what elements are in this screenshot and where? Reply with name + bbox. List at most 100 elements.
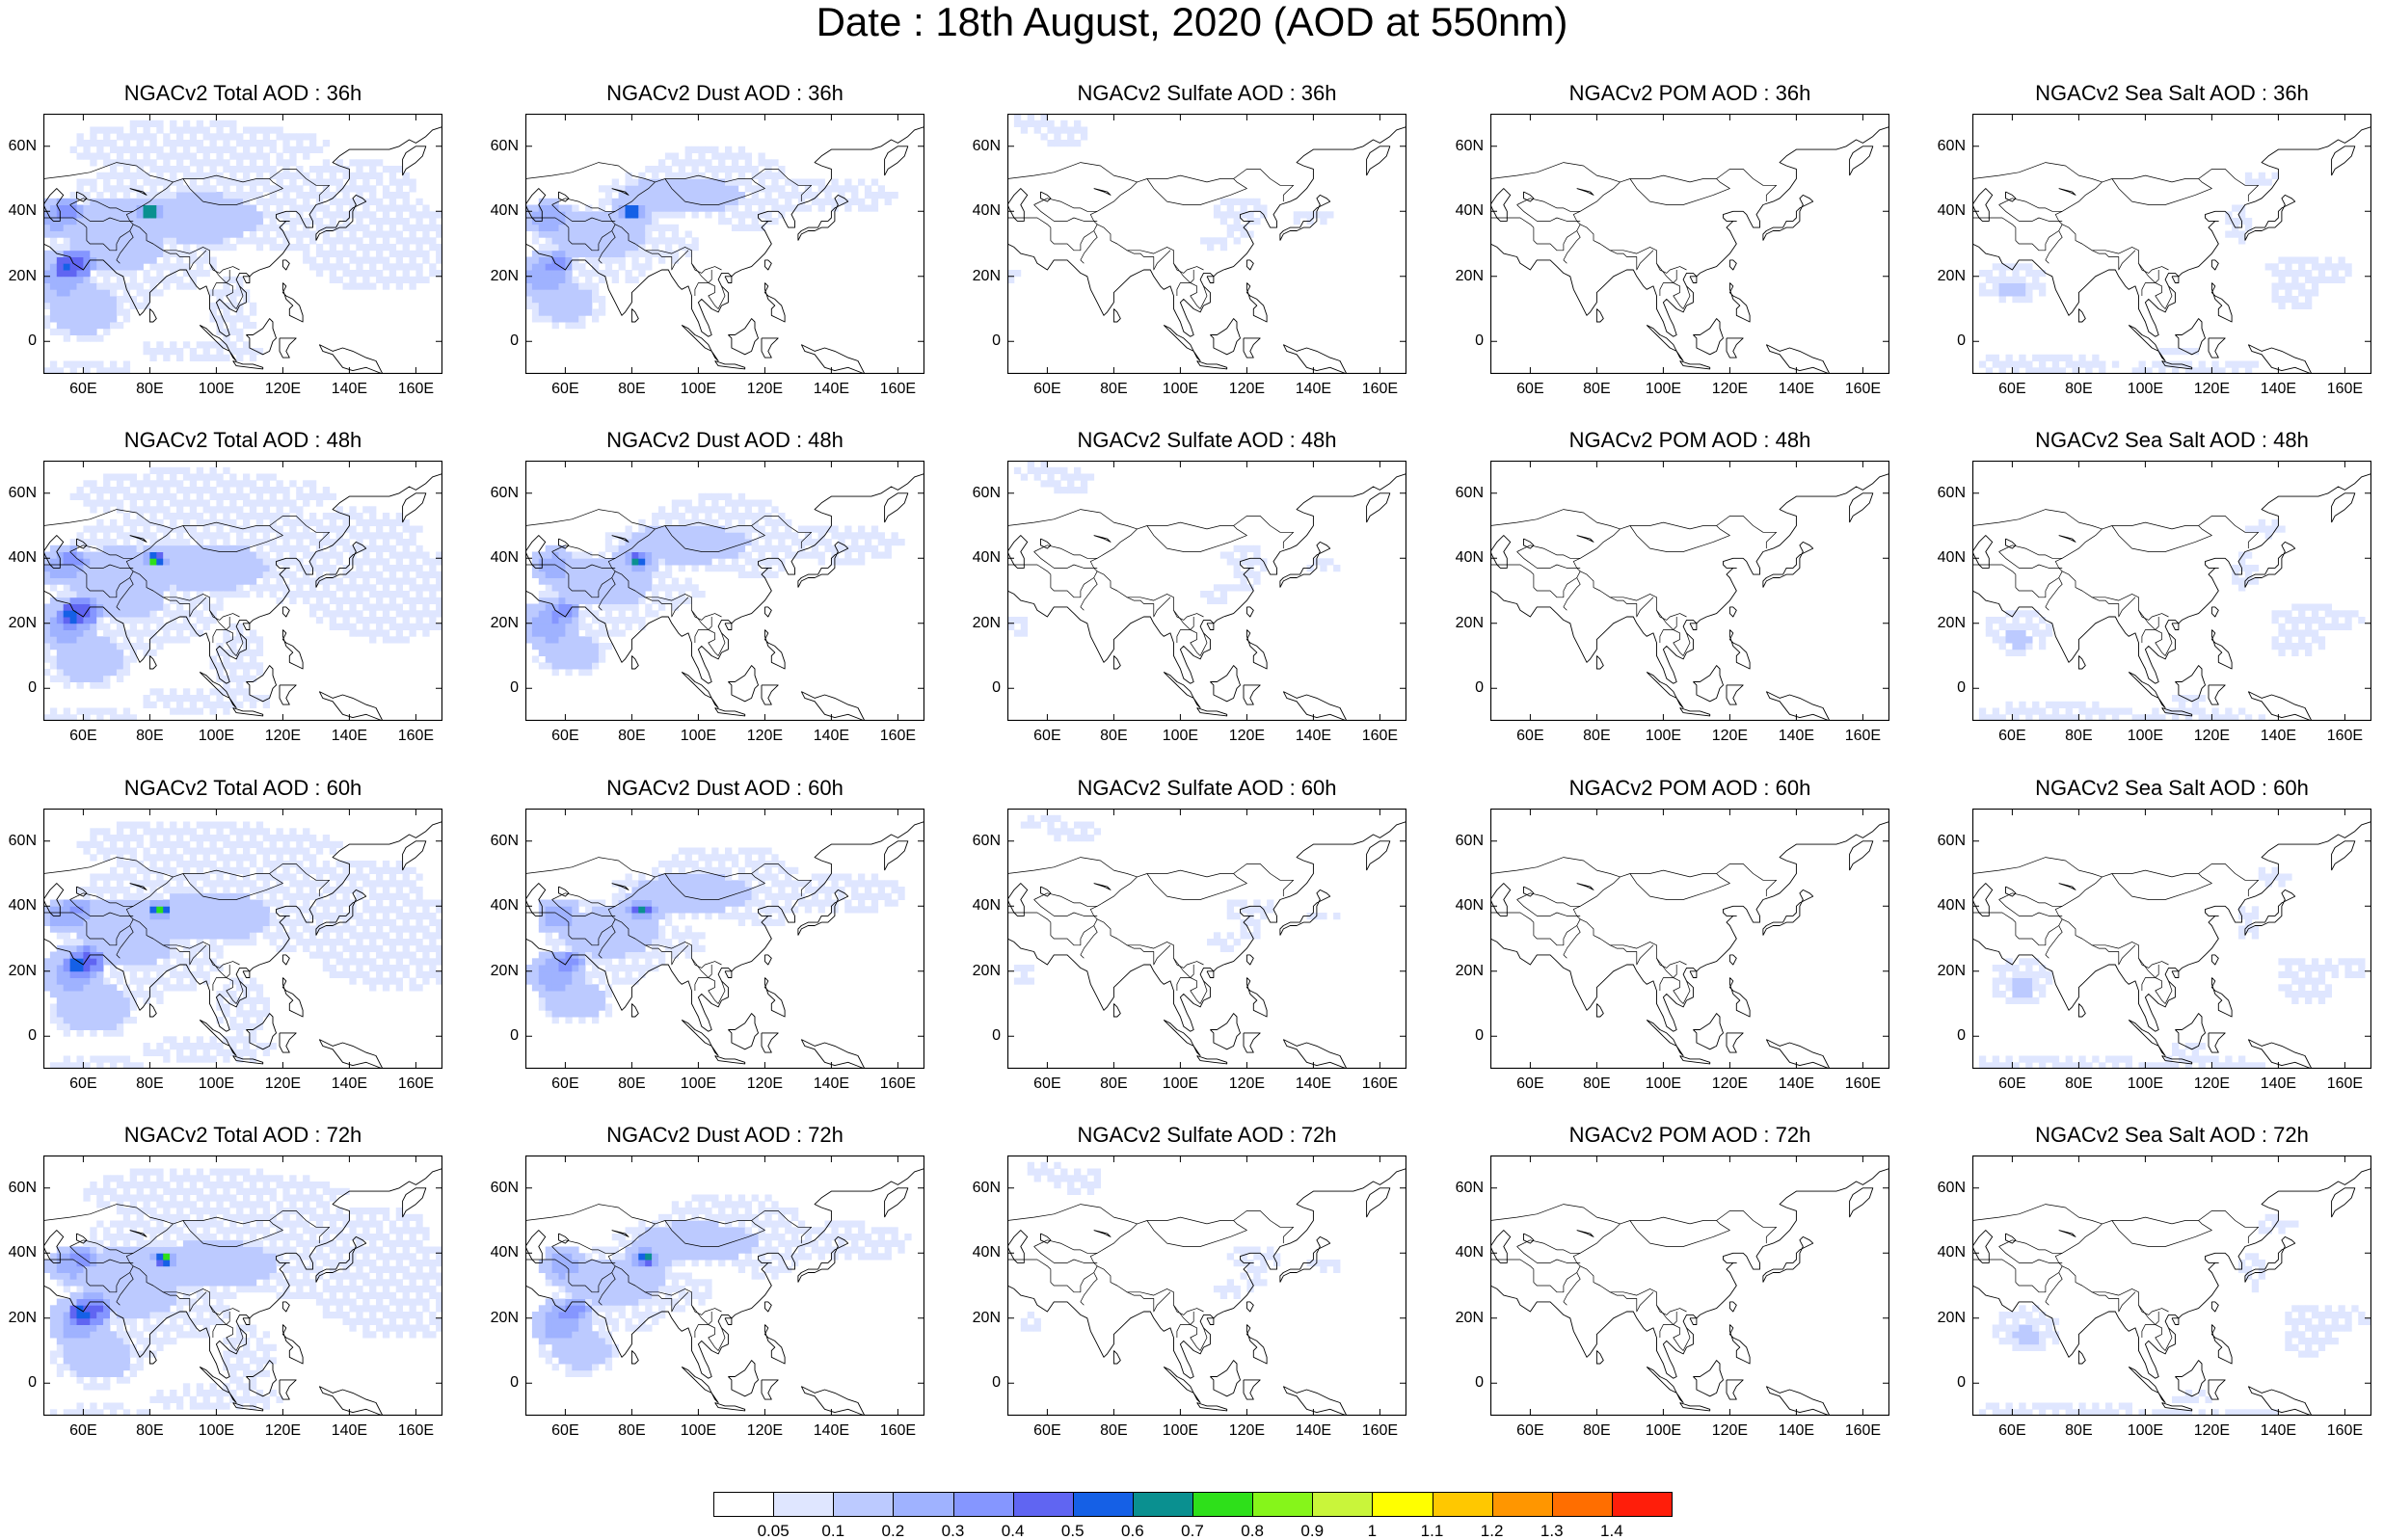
aod-cell <box>110 952 117 959</box>
aod-cell <box>738 513 745 519</box>
aod-cell <box>685 179 692 186</box>
aod-cell <box>532 636 539 643</box>
aod-cell <box>658 513 665 519</box>
aod-cell <box>1067 140 1074 146</box>
country-border <box>1034 545 1098 559</box>
aod-cell <box>137 173 144 179</box>
coastline <box>2172 624 2179 630</box>
aod-cell <box>732 159 738 166</box>
aod-cell <box>210 237 217 244</box>
aod-cell <box>163 584 170 591</box>
aod-cell <box>263 552 270 559</box>
aod-cell <box>791 539 798 545</box>
aod-cell <box>532 571 539 578</box>
lon-label: 100E <box>187 729 245 744</box>
aod-cell <box>2238 578 2245 585</box>
aod-cell <box>1054 140 1060 146</box>
aod-cell <box>170 578 176 585</box>
aod-cell <box>170 467 176 474</box>
panel-title: NGACv2 Total AOD : 48h <box>43 428 442 453</box>
aod-cell <box>565 270 572 277</box>
aod-cell <box>738 153 745 160</box>
aod-cell <box>1993 289 1999 296</box>
aod-cell <box>90 309 96 316</box>
aod-cell <box>376 159 383 166</box>
aod-cell <box>130 932 137 939</box>
aod-cell <box>1028 120 1034 127</box>
aod-cell <box>170 146 176 153</box>
aod-cell <box>163 211 170 218</box>
coastline <box>1972 189 1993 222</box>
aod-cell <box>309 133 316 140</box>
aod-cell <box>559 283 566 290</box>
aod-cell <box>679 179 685 186</box>
aod-cell <box>296 487 303 493</box>
aod-cell <box>64 277 70 283</box>
coastline <box>2209 685 2225 704</box>
aod-cell <box>1993 277 1999 283</box>
aod-cell <box>156 211 163 218</box>
aod-cell <box>349 237 356 244</box>
aod-cell <box>156 467 163 474</box>
aod-cell <box>149 919 156 926</box>
aod-cell <box>149 597 156 604</box>
aod-cell <box>2006 624 2013 630</box>
aod-cell <box>652 519 658 526</box>
aod-cell <box>396 539 403 545</box>
aod-map <box>525 461 924 721</box>
aod-cell <box>619 578 626 585</box>
aod-cell <box>149 179 156 186</box>
aod-cell <box>57 952 64 959</box>
aod-cell <box>725 552 732 559</box>
aod-cell <box>156 348 163 355</box>
aod-cell <box>250 140 256 146</box>
aod-cell <box>599 584 605 591</box>
aod-cell <box>216 231 223 238</box>
aod-cell <box>415 237 422 244</box>
aod-cell <box>117 578 123 585</box>
aod-cell <box>70 1017 77 1023</box>
aod-cell <box>309 591 316 597</box>
aod-cell <box>123 571 130 578</box>
aod-cell <box>752 166 759 173</box>
aod-cell <box>838 545 844 552</box>
country-border <box>1034 199 1098 212</box>
aod-cell <box>871 532 878 539</box>
aod-cell <box>103 1030 110 1037</box>
aod-cell <box>77 630 84 637</box>
aod-cell <box>96 225 103 231</box>
aod-cell <box>303 231 309 238</box>
aod-cell <box>592 650 599 656</box>
aod-cell <box>798 179 805 186</box>
aod-cell <box>90 926 96 933</box>
aod-cell <box>64 939 70 945</box>
aod-cell <box>50 1017 57 1023</box>
aod-cell <box>203 552 210 559</box>
aod-cell <box>1253 545 1260 552</box>
aod-cell <box>303 179 309 186</box>
aod-cell <box>1207 591 1214 597</box>
aod-cell <box>738 571 745 578</box>
aod-cell <box>229 322 236 329</box>
aod-cell <box>163 552 170 559</box>
aod-cell <box>110 500 117 507</box>
aod-cell <box>277 552 283 559</box>
aod-cell <box>383 636 389 643</box>
aod-cell <box>64 244 70 251</box>
aod-cell <box>565 624 572 630</box>
aod-cell <box>605 571 612 578</box>
aod-cell <box>376 179 383 186</box>
lon-label: 100E <box>1151 382 1209 397</box>
aod-cell <box>103 185 110 192</box>
aod-cell <box>362 604 369 611</box>
aod-cell <box>851 532 858 539</box>
aod-cell <box>250 231 256 238</box>
aod-cell <box>197 211 203 218</box>
coastline <box>403 146 426 175</box>
aod-cell <box>64 591 70 597</box>
lon-label: 100E <box>669 729 727 744</box>
lat-label: 60N <box>1923 486 1966 501</box>
aod-cell <box>2325 624 2332 630</box>
aod-cell <box>137 565 144 571</box>
